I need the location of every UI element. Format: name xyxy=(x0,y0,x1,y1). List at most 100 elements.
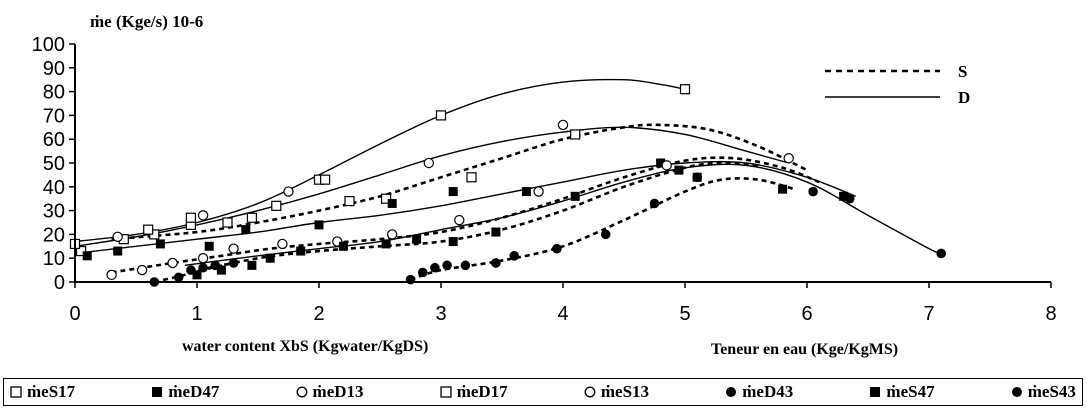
y-tick-label: 90 xyxy=(43,58,65,80)
line-style-legend: S D xyxy=(825,62,970,107)
data-point xyxy=(936,248,946,259)
fit-curve-solid xyxy=(184,163,942,267)
y-tick-label: 0 xyxy=(54,272,65,294)
data-point xyxy=(661,160,672,171)
data-point xyxy=(600,229,611,240)
x-tick-label: 5 xyxy=(679,303,690,325)
data-point xyxy=(277,238,288,250)
data-point xyxy=(692,172,702,183)
x-tick-label: 2 xyxy=(313,303,324,325)
data-point xyxy=(387,198,397,208)
circle-open-icon xyxy=(296,386,308,398)
fit-curve-dashed xyxy=(111,123,808,241)
data-point xyxy=(533,186,544,197)
data-point xyxy=(381,193,392,204)
data-point xyxy=(417,267,428,278)
series-legend: ṁeS17 ṁeD47 ṁeD13 ṁeD17 ṁeS13 ṁeD43 ṁeS4… xyxy=(3,378,1083,406)
data-point xyxy=(222,217,233,228)
data-point xyxy=(155,239,165,249)
data-point xyxy=(338,241,348,251)
y-tick-label: 80 xyxy=(43,82,65,104)
x-axis-label: water content XbS (Kgwater/KgDS) xyxy=(182,338,428,355)
data-point xyxy=(167,257,178,269)
y-tick-label: 20 xyxy=(43,224,65,246)
legend-label-d: D xyxy=(958,88,970,107)
data-point xyxy=(557,119,569,131)
x-tick-label: 1 xyxy=(191,303,202,325)
legend-label-s: S xyxy=(958,62,967,81)
data-point xyxy=(808,186,818,197)
data-point xyxy=(656,158,666,168)
fit-curve-dashed xyxy=(111,156,820,274)
legend-entry: ṁeS17 xyxy=(10,382,75,402)
legend-entry-label: ṁeS47 xyxy=(886,382,935,401)
y-tick-label: 100 xyxy=(32,34,65,56)
fit-curve-solid xyxy=(74,78,686,243)
data-point xyxy=(228,243,239,254)
data-point xyxy=(844,193,855,204)
x-tick-label: 4 xyxy=(557,303,568,325)
legend-entry: ṁeS47 xyxy=(869,382,935,402)
circle-filled-icon xyxy=(1011,386,1023,398)
fit-curve-solid xyxy=(74,160,857,255)
data-point xyxy=(381,239,391,249)
data-point xyxy=(143,224,154,235)
fit-curves xyxy=(74,78,942,284)
data-point xyxy=(192,270,202,280)
data-points xyxy=(69,84,946,287)
x-axis-label-fr: Teneur en eau (Kge/KgMS) xyxy=(711,341,898,358)
data-point xyxy=(185,212,196,223)
circle-filled-icon xyxy=(725,386,737,398)
data-point xyxy=(387,229,398,240)
y-axis-title: ṁe (Kge/s) 10-6 xyxy=(90,12,203,31)
x-tick-label: 0 xyxy=(69,303,80,325)
data-point xyxy=(509,251,519,261)
legend-entry-label: ṁeS17 xyxy=(27,382,76,401)
data-point xyxy=(430,262,440,273)
data-point xyxy=(778,184,788,194)
legend-entry: ṁeD43 xyxy=(725,382,793,402)
data-point xyxy=(448,187,458,197)
data-point xyxy=(271,200,282,211)
data-point xyxy=(210,260,221,271)
data-point xyxy=(435,110,447,121)
y-tick-label: 70 xyxy=(43,105,65,127)
data-point xyxy=(283,186,294,197)
legend-entry-label: ṁeD47 xyxy=(168,382,220,401)
square-filled-icon xyxy=(869,386,881,398)
data-point xyxy=(491,227,501,237)
data-point xyxy=(82,251,92,261)
legend-entry-label: ṁeD13 xyxy=(312,382,364,401)
data-point xyxy=(448,237,458,247)
legend-entry: ṁeS43 xyxy=(1011,382,1076,402)
legend-entry-label: ṁeS43 xyxy=(1027,382,1076,401)
data-point xyxy=(423,157,434,169)
square-filled-icon xyxy=(151,386,163,398)
data-point xyxy=(197,253,209,264)
y-tick-label: 50 xyxy=(43,153,65,175)
data-point xyxy=(204,241,214,251)
data-point xyxy=(173,272,184,283)
legend-entry: ṁeD13 xyxy=(296,382,364,402)
y-tick-label: 60 xyxy=(43,129,65,151)
legend-entry: ṁeS13 xyxy=(584,382,649,402)
data-point xyxy=(112,231,123,242)
fit-curve-dashed xyxy=(410,177,796,281)
data-point xyxy=(521,187,531,197)
data-point xyxy=(228,258,239,268)
y-tick-label: 40 xyxy=(43,177,65,199)
x-tick-label: 8 xyxy=(1045,303,1056,325)
data-point xyxy=(454,214,465,226)
data-point xyxy=(679,84,691,95)
data-point xyxy=(552,243,562,254)
data-point xyxy=(265,253,275,263)
legend-entry: ṁeD47 xyxy=(151,382,219,402)
data-point xyxy=(491,258,501,268)
square-open-icon xyxy=(10,386,22,398)
y-tick-label: 30 xyxy=(43,201,65,223)
circle-open-icon xyxy=(584,386,596,398)
data-point xyxy=(106,269,117,281)
data-point xyxy=(320,174,331,185)
